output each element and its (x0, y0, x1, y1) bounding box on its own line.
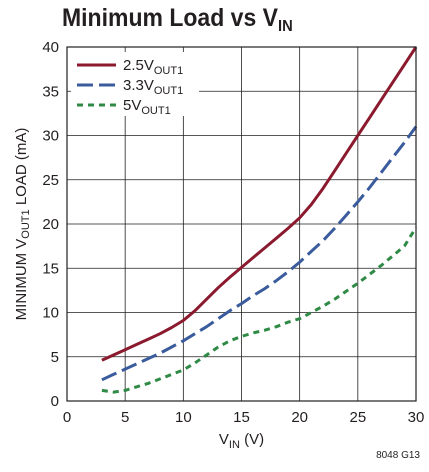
legend-label-sub: OUT1 (154, 85, 183, 97)
legend-label-main: 3.3V (123, 77, 154, 94)
y-tick-label: 20 (42, 216, 59, 233)
y-tick-label: 25 (42, 172, 59, 189)
y-tick-label: 40 (42, 39, 59, 56)
series-line-2 (101, 125, 418, 382)
y-axis-label-suffix: LOAD (mA) (13, 128, 30, 210)
y-tick-label: 35 (42, 83, 59, 100)
tick-labels: 0 5 10 15 20 25 30 0 5 10 15 20 25 30 35 40 (42, 39, 424, 426)
x-tick-label: 0 (63, 409, 71, 426)
y-tick-label: 5 (51, 349, 59, 366)
x-axis-label-sub: IN (229, 439, 240, 451)
x-tick-label: 5 (121, 409, 129, 426)
y-tick-label: 15 (42, 260, 59, 277)
y-tick-label: 10 (42, 305, 59, 322)
series-line-1 (101, 46, 418, 362)
legend-label-3: 5VOUT1 (123, 97, 171, 117)
x-tick-label: 20 (291, 409, 308, 426)
x-axis-label-main: V (219, 431, 229, 448)
y-tick-label: 30 (42, 128, 59, 145)
series-line-3 (101, 226, 418, 394)
y-tick-label: 0 (51, 393, 59, 410)
legend-label-sub: OUT1 (141, 105, 170, 117)
chart-title-main: Minimum Load vs V (62, 4, 278, 32)
x-axis-label-suffix: (V) (240, 431, 264, 448)
legend-label-1: 2.5VOUT1 (123, 57, 183, 77)
series-lines (101, 46, 418, 394)
plot-frame (66, 46, 417, 402)
y-axis-label: MINIMUM VOUT1 LOAD (mA) (13, 128, 32, 321)
grid-lines (67, 47, 416, 401)
x-tick-label: 15 (233, 409, 250, 426)
legend-label-main: 2.5V (123, 57, 154, 74)
y-axis-label-prefix: MINIMUM V (13, 239, 30, 321)
x-axis-label: VIN (V) (219, 431, 264, 451)
legend-label-sub: OUT1 (154, 65, 183, 77)
chart-title-sub: IN (277, 18, 293, 35)
x-tick-label: 30 (408, 409, 425, 426)
chart-title: Minimum Load vs VIN (62, 4, 293, 36)
x-tick-label: 10 (175, 409, 192, 426)
y-axis-label-sub: OUT1 (20, 209, 32, 238)
figure-code: 8048 G13 (376, 450, 420, 461)
x-tick-label: 25 (349, 409, 366, 426)
legend-label-main: 5V (123, 97, 141, 114)
legend-label-2: 3.3VOUT1 (123, 77, 183, 97)
